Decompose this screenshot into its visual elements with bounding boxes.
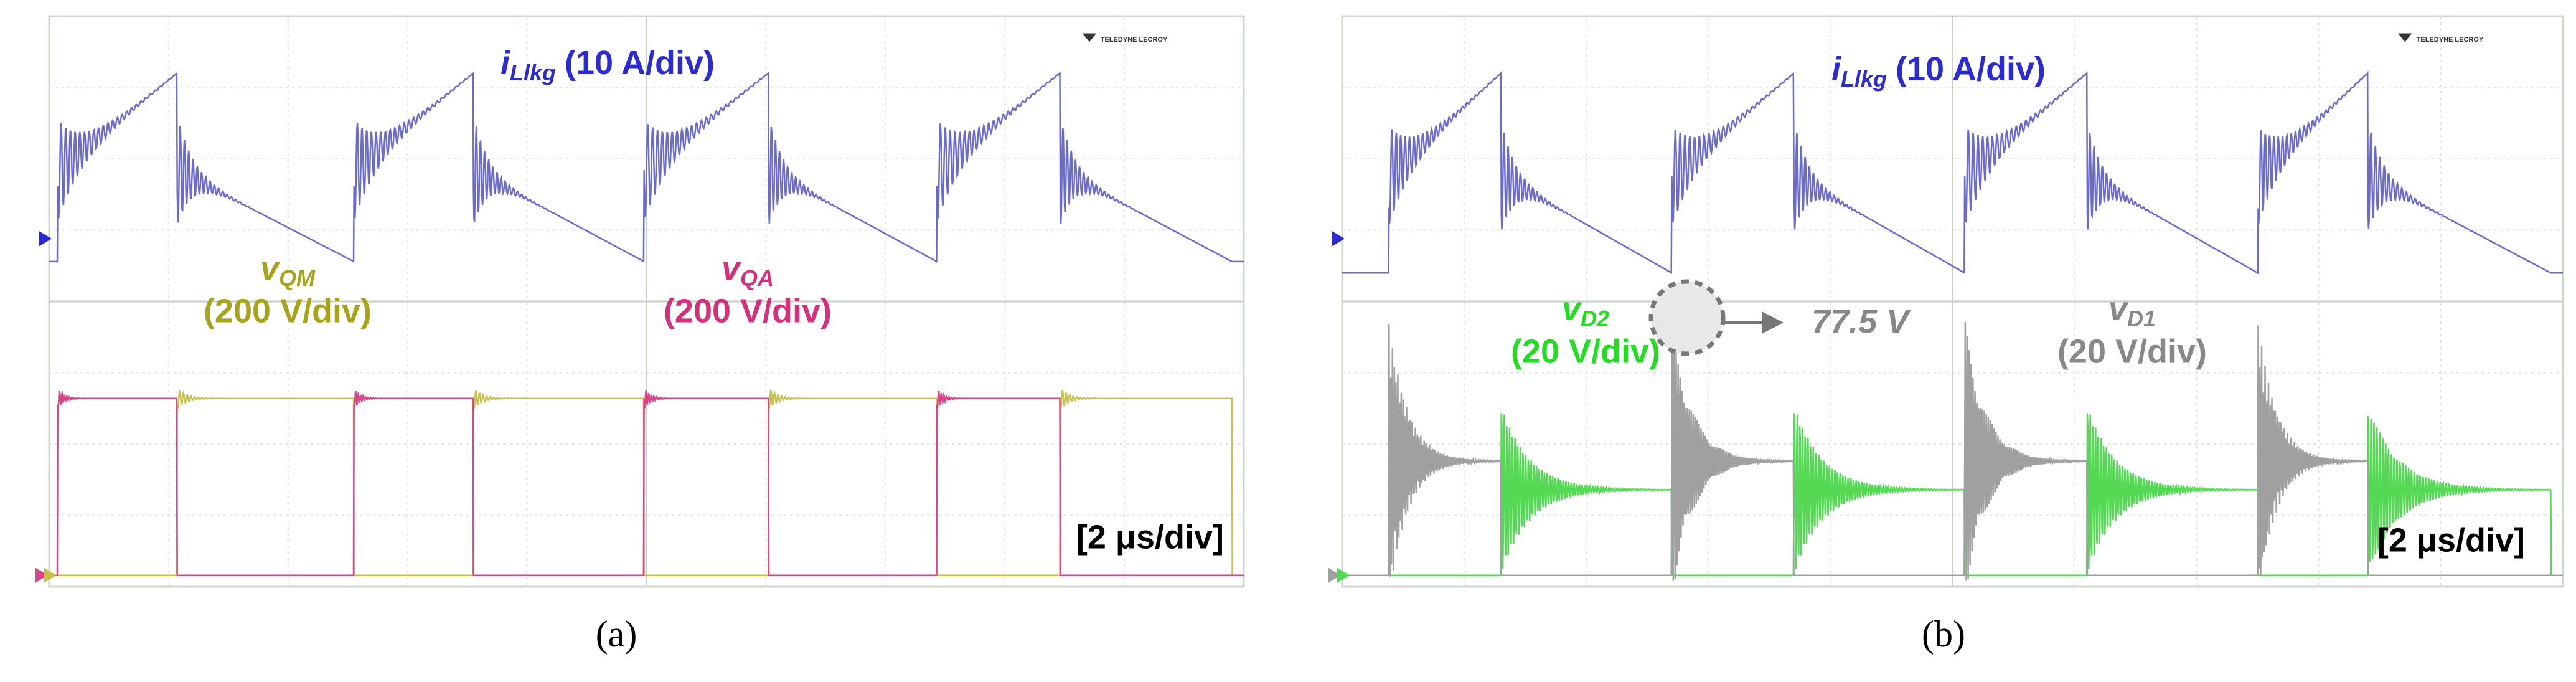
logo: TELEDYNE LECROY — [1101, 36, 1168, 44]
channel-scale: (20 V/div) — [1511, 333, 1660, 370]
logo-icon — [1082, 33, 1096, 42]
highlight-circle — [1648, 279, 1726, 356]
channel-symbol: vD2 — [1562, 290, 1609, 331]
symbol: v — [260, 250, 281, 287]
logo: TELEDYNE LECROY — [2417, 36, 2484, 44]
symbol: i — [501, 44, 510, 82]
logo-icon — [2398, 33, 2412, 42]
channel-marker — [1332, 231, 1345, 247]
voltage-trace — [1342, 321, 2563, 581]
scale: (10 A/div) — [1896, 50, 2046, 88]
channel-scale: (200 V/div) — [204, 292, 372, 329]
channel-scale: (200 V/div) — [664, 292, 832, 329]
subscript: QA — [740, 265, 774, 291]
current-trace — [1342, 70, 2563, 275]
symbol: i — [1831, 50, 1841, 88]
subscript: Llkg — [510, 60, 556, 85]
channel-symbol: vQA — [722, 250, 774, 290]
subscript: D2 — [1581, 306, 1609, 331]
subscript: QM — [279, 265, 316, 291]
channel-label: iLlkg (10 A/div) — [1831, 50, 2046, 91]
time-scale: [2 μs/div] — [2377, 521, 2525, 559]
channel-marker — [1337, 567, 1350, 583]
voltage-trace — [49, 390, 1244, 576]
annotation-arrowhead — [1762, 311, 1784, 334]
caption: (a) — [596, 613, 637, 655]
channel-scale: (20 V/div) — [2057, 333, 2207, 370]
caption: (b) — [1922, 613, 1965, 655]
subscript: Llkg — [1841, 66, 1887, 92]
voltage-trace — [1342, 413, 2563, 576]
annotation: 77.5 V — [1812, 303, 1911, 340]
time-scale: [2 μs/div] — [1076, 518, 1224, 556]
channel-symbol: vD1 — [2108, 290, 2156, 331]
subscript: D1 — [2127, 306, 2156, 331]
channel-symbol: vQM — [260, 250, 316, 290]
symbol: v — [2108, 290, 2129, 328]
voltage-trace — [49, 389, 1244, 576]
channel-marker — [44, 567, 57, 583]
scale: (10 A/div) — [565, 44, 715, 82]
symbol: v — [1562, 290, 1582, 328]
channel-marker — [35, 567, 48, 583]
channel-marker — [39, 231, 52, 247]
current-trace — [49, 71, 1244, 263]
channel-label: iLlkg (10 A/div) — [501, 44, 715, 85]
symbol: v — [722, 250, 742, 287]
channel-marker — [1328, 567, 1341, 583]
